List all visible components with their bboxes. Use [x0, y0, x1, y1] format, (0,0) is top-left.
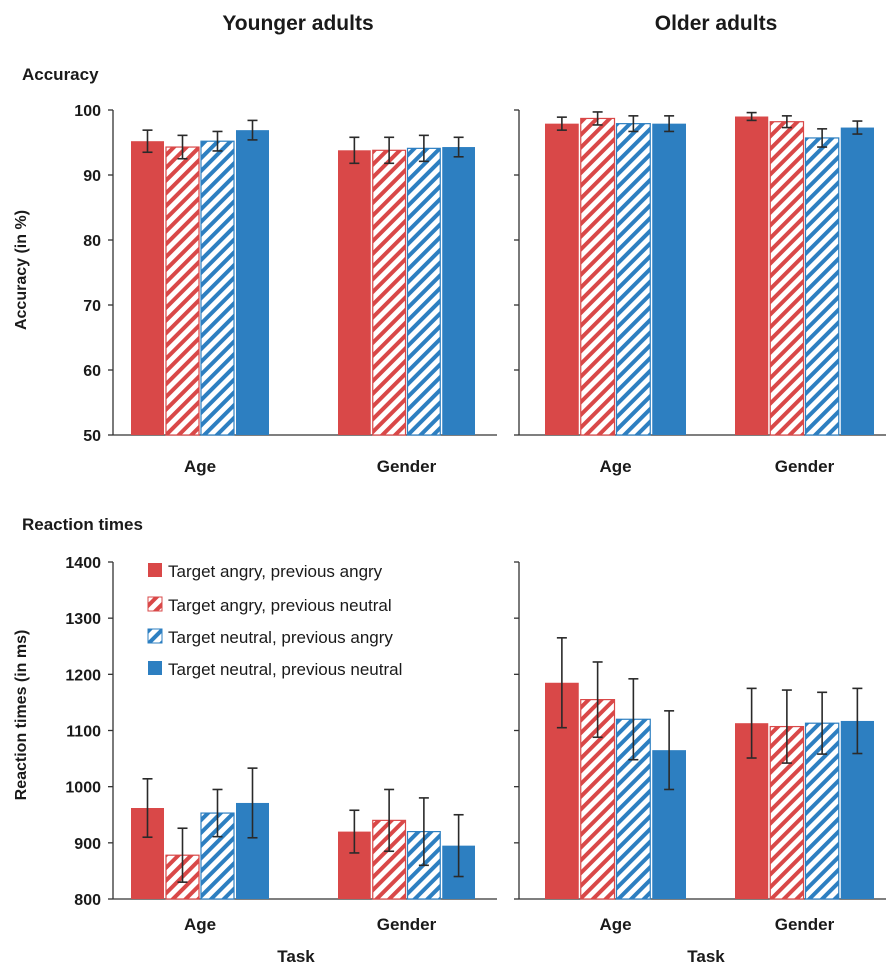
error-bar — [177, 827, 188, 883]
error-bar — [746, 687, 757, 759]
y-tick-label: 80 — [83, 233, 101, 250]
category-label: Gender — [775, 457, 835, 476]
chart-panels: 50 60 70 80 90 100 Age Gender Age Gender 800 900 100… — [65, 103, 886, 934]
bar-neutral-neutral — [442, 147, 475, 436]
category-label: Age — [599, 457, 631, 476]
legend-swatch-neutral-neutral — [148, 661, 162, 675]
bar-angry-neutral — [165, 146, 200, 436]
error-bar — [556, 637, 567, 729]
error-bar — [781, 689, 792, 764]
error-bar — [212, 130, 223, 152]
x-axis-label-task-younger: Task — [277, 947, 315, 966]
y-tick-label: 100 — [74, 103, 101, 120]
y-tick-label: 1000 — [65, 780, 101, 797]
error-bar — [384, 788, 395, 853]
x-axis-label-task-older: Task — [687, 947, 725, 966]
column-title-younger: Younger adults — [222, 12, 373, 35]
error-bar — [817, 128, 828, 148]
bar-neutral-neutral — [840, 127, 874, 436]
error-bar — [349, 136, 360, 165]
category-label: Age — [599, 915, 631, 934]
y-tick-label: 900 — [74, 836, 101, 853]
error-bar — [852, 120, 863, 135]
error-bar — [247, 767, 258, 839]
y-tick-label: 60 — [83, 363, 101, 380]
error-bar — [212, 788, 223, 838]
bar-neutral-angry — [804, 137, 840, 436]
bar-neutral-angry — [615, 123, 651, 436]
column-title-older: Older adults — [655, 12, 778, 35]
error-bar — [142, 129, 153, 154]
error-bar — [817, 691, 828, 755]
error-bar — [556, 116, 567, 131]
error-bar — [592, 111, 603, 126]
error-bar — [664, 710, 675, 791]
error-bar — [349, 809, 360, 854]
bar-angry-angry — [131, 141, 164, 435]
error-bar — [418, 134, 429, 163]
bar-neutral-angry — [200, 140, 235, 436]
y-tick-label: 70 — [83, 298, 101, 315]
y-axis-label-reaction-times: Reaction times (in ms) — [13, 630, 30, 801]
legend: Target angry, previous angry Target angr… — [147, 562, 402, 679]
panel-4: Age Gender — [514, 561, 886, 934]
category-label: Age — [184, 457, 216, 476]
bar-angry-angry — [338, 150, 371, 436]
panel-1: 50 60 70 80 90 100 Age Gender — [74, 103, 497, 476]
bar-neutral-neutral — [236, 130, 269, 435]
section-title-reaction-times: Reaction times — [22, 515, 143, 534]
error-bar — [664, 115, 675, 133]
error-bar — [781, 115, 792, 129]
error-bar — [453, 813, 464, 878]
error-bar — [384, 136, 395, 165]
category-label: Gender — [377, 915, 437, 934]
legend-label-neutral-neutral: Target neutral, previous neutral — [168, 660, 402, 679]
category-label: Gender — [775, 915, 835, 934]
bar-neutral-angry — [406, 147, 441, 436]
bar-angry-neutral — [769, 121, 805, 436]
y-axis-label-accuracy: Accuracy (in %) — [13, 210, 30, 330]
legend-swatch-neutral-angry — [147, 628, 163, 644]
y-tick-label: 90 — [83, 168, 101, 185]
error-bar — [592, 661, 603, 739]
panel-3: 800 900 1000 1100 1200 1300 1400 Age Gender — [65, 555, 497, 934]
bar-angry-neutral — [580, 117, 616, 436]
y-tick-label: 1200 — [65, 667, 101, 684]
category-label: Gender — [377, 457, 437, 476]
bar-neutral-neutral — [652, 123, 686, 436]
error-bar — [746, 111, 757, 122]
legend-swatch-angry-angry — [148, 563, 162, 577]
error-bar — [852, 687, 863, 755]
legend-label-neutral-angry: Target neutral, previous angry — [168, 628, 393, 647]
bar-angry-neutral — [372, 149, 407, 436]
error-bar — [628, 115, 639, 133]
y-tick-label: 1100 — [66, 724, 101, 741]
legend-label-angry-angry: Target angry, previous angry — [168, 562, 383, 581]
y-tick-label: 800 — [74, 892, 101, 909]
panel-2: Age Gender — [514, 109, 886, 476]
error-bar — [142, 778, 153, 839]
error-bar — [418, 797, 429, 867]
y-tick-label: 50 — [83, 428, 101, 445]
y-tick-label: 1300 — [65, 611, 101, 628]
error-bar — [628, 678, 639, 761]
error-bar — [453, 136, 464, 158]
section-title-accuracy: Accuracy — [22, 65, 99, 84]
error-bar — [247, 119, 258, 141]
y-tick-label: 1400 — [65, 555, 101, 572]
legend-label-angry-neutral: Target angry, previous neutral — [168, 596, 392, 615]
category-label: Age — [184, 915, 216, 934]
bar-angry-angry — [735, 116, 769, 435]
legend-swatch-angry-neutral — [147, 596, 163, 612]
bar-angry-angry — [545, 123, 579, 436]
error-bar — [177, 134, 188, 160]
